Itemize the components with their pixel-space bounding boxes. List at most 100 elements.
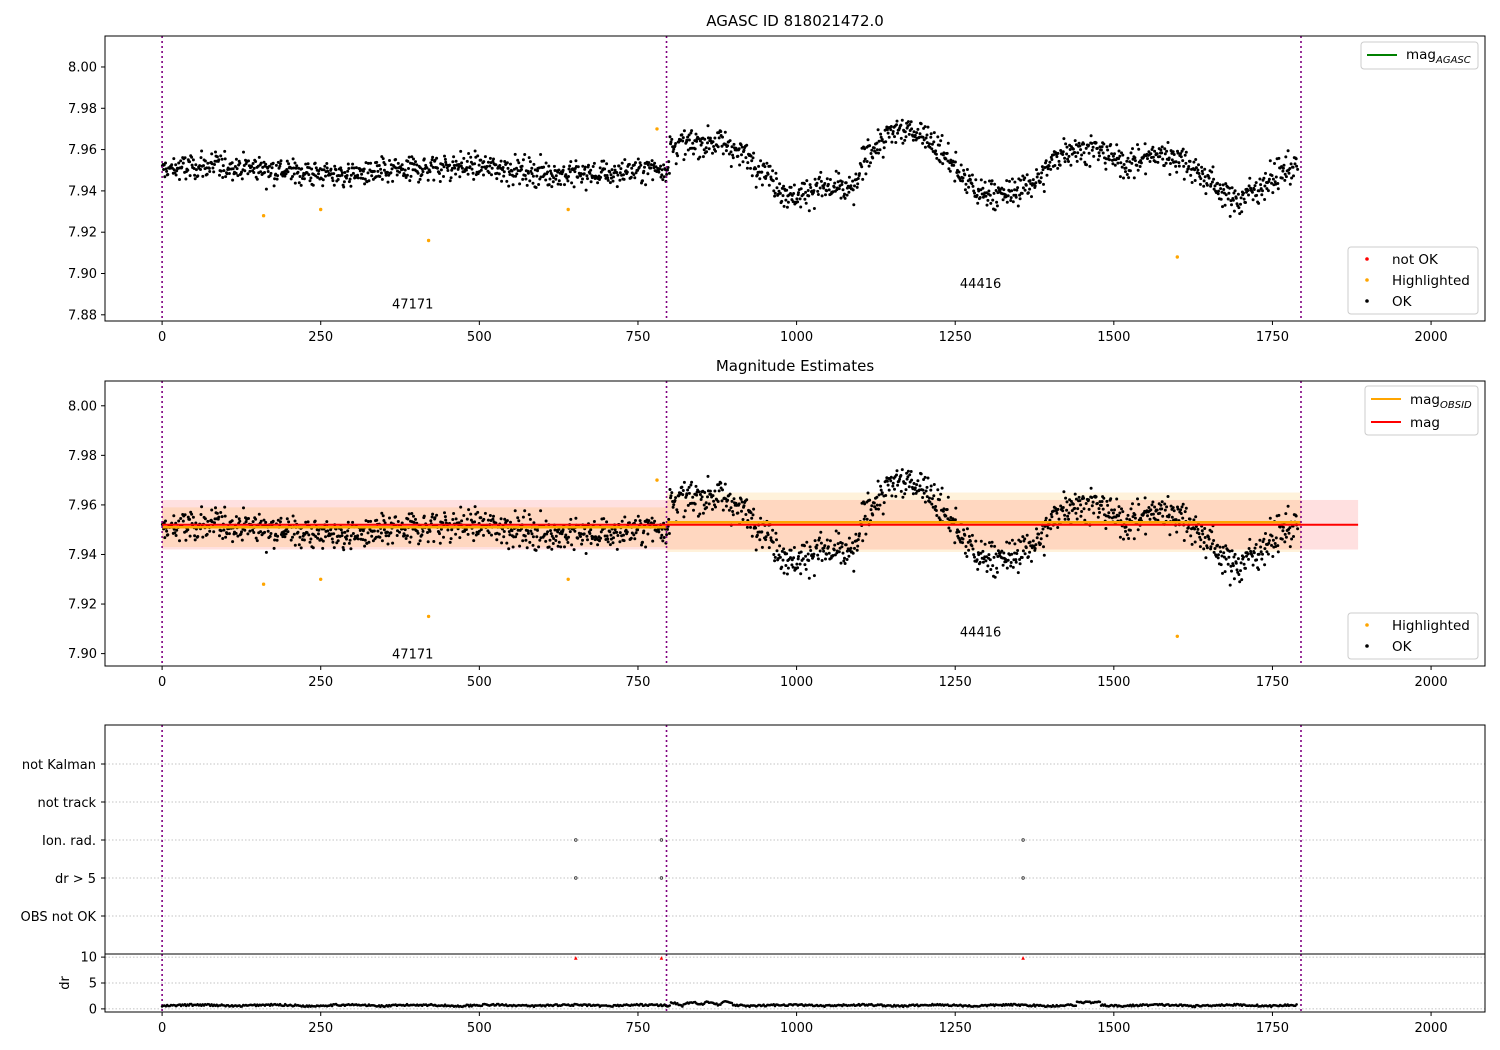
ok-point — [948, 529, 952, 533]
ok-point — [1146, 514, 1149, 518]
ok-point — [864, 172, 868, 176]
ok-point — [836, 180, 840, 184]
ok-point — [941, 509, 945, 513]
ok-point — [845, 558, 849, 561]
ok-point — [591, 165, 595, 168]
panel-1-line-legend: magAGASC — [1360, 41, 1479, 70]
ok-point — [801, 557, 805, 561]
ok-point — [557, 527, 561, 531]
ok-point — [1088, 164, 1092, 168]
ok-point — [913, 133, 917, 137]
ok-point — [1023, 537, 1027, 541]
ok-point — [1149, 508, 1153, 512]
ok-point — [925, 141, 929, 145]
ok-point — [1213, 184, 1217, 188]
ok-point — [1210, 180, 1214, 184]
ok-point — [1216, 192, 1220, 196]
ok-point — [438, 541, 442, 545]
ok-point — [671, 505, 675, 509]
ok-point — [1095, 146, 1099, 150]
ok-point — [394, 515, 398, 519]
ok-point — [1280, 537, 1284, 541]
ok-point — [981, 195, 985, 199]
ok-point — [1238, 580, 1242, 584]
ok-point — [227, 532, 231, 536]
ok-point — [552, 176, 556, 180]
ok-point — [1128, 169, 1132, 173]
ok-point — [814, 184, 818, 188]
ok-point — [479, 516, 483, 520]
ok-point — [1236, 192, 1240, 196]
ok-point — [289, 177, 293, 181]
ok-point — [995, 566, 999, 570]
ok-point — [1111, 154, 1115, 158]
ok-point — [549, 529, 552, 533]
ok-point — [416, 171, 420, 175]
ok-point — [243, 528, 247, 532]
ok-point — [978, 560, 982, 564]
ok-point — [862, 517, 866, 521]
ok-point — [580, 180, 584, 184]
ok-point — [991, 198, 995, 202]
ok-point — [1024, 546, 1028, 550]
ok-point — [706, 124, 710, 128]
ok-point — [662, 536, 666, 539]
ok-point — [807, 194, 811, 198]
ok-point — [1155, 152, 1159, 156]
ok-point — [751, 156, 755, 160]
ok-point — [732, 497, 736, 501]
ok-point — [837, 531, 841, 535]
ok-point — [1153, 149, 1157, 153]
ok-point — [740, 145, 744, 149]
ok-point — [1161, 514, 1165, 518]
ok-point — [703, 137, 707, 141]
ok-point — [984, 194, 988, 198]
ok-point — [221, 164, 225, 168]
ok-point — [1251, 198, 1255, 202]
ok-point — [891, 132, 895, 136]
ok-point — [922, 478, 926, 481]
panel-2-xtick-label: 250 — [308, 675, 333, 690]
ok-point — [556, 544, 560, 548]
ok-point — [738, 163, 742, 167]
ok-point — [716, 145, 720, 149]
ok-point — [1179, 508, 1183, 512]
ok-point — [946, 495, 950, 499]
ok-point — [383, 521, 387, 525]
ok-point — [916, 479, 920, 483]
highlighted-point — [655, 127, 659, 131]
ok-point — [1233, 552, 1237, 556]
ok-point — [225, 532, 229, 536]
ok-point — [827, 551, 831, 555]
ok-point — [376, 529, 380, 533]
ok-point — [777, 553, 781, 557]
ok-point — [1239, 202, 1242, 206]
ok-point — [183, 513, 187, 517]
ok-point — [206, 519, 210, 523]
ok-point — [464, 528, 468, 531]
ok-point — [922, 138, 926, 142]
ok-point — [754, 167, 758, 171]
ok-point — [213, 163, 216, 166]
ok-point — [634, 171, 638, 175]
dr-axis-label: dr — [58, 976, 73, 990]
ok-point — [307, 533, 311, 537]
ok-point — [514, 535, 518, 539]
ok-point — [186, 528, 190, 532]
ok-point — [349, 184, 353, 188]
ok-point — [1103, 161, 1107, 165]
ok-point — [651, 539, 655, 543]
ok-point — [795, 562, 799, 566]
ok-point — [262, 160, 266, 164]
ok-point — [630, 166, 634, 170]
ok-point — [240, 177, 244, 181]
ok-point — [714, 149, 717, 153]
ok-point — [566, 179, 570, 183]
ok-point — [698, 493, 702, 496]
ok-point — [292, 166, 296, 170]
ok-point — [370, 534, 374, 538]
ok-point — [1125, 173, 1129, 176]
panel-2-ytick-label: 8.00 — [68, 399, 97, 414]
ok-point — [527, 513, 531, 517]
ok-point — [502, 170, 506, 174]
